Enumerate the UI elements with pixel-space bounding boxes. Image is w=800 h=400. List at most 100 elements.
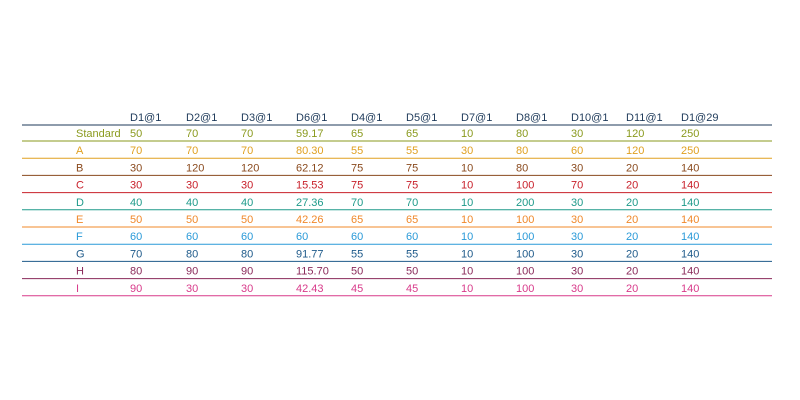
table-cell: 75 (406, 162, 418, 174)
table-cell: 140 (681, 197, 699, 209)
table-cell: 70 (130, 248, 142, 260)
table-cell: 75 (351, 162, 363, 174)
column-header: D4@1 (351, 112, 382, 124)
table-cell: 20 (626, 266, 638, 278)
table-cell: 200 (516, 197, 534, 209)
table-cell: 70 (186, 145, 198, 157)
table-cell: 250 (681, 128, 699, 140)
row-label: D (76, 197, 84, 209)
table-cell: 10 (461, 162, 473, 174)
table-cell: 30 (130, 162, 142, 174)
table-cell: 40 (130, 197, 142, 209)
table-cell: 140 (681, 266, 699, 278)
table-cell: 20 (626, 231, 638, 243)
table-cell: 60 (241, 231, 253, 243)
table-cell: 75 (406, 180, 418, 192)
table-cell: 30 (571, 214, 583, 226)
table-cell: 10 (461, 214, 473, 226)
table-cell: 140 (681, 180, 699, 192)
table-cell: 70 (351, 197, 363, 209)
table-cell: 70 (406, 197, 418, 209)
table-cell: 140 (681, 231, 699, 243)
table-cell: 30 (241, 283, 253, 295)
column-header: D3@1 (241, 112, 272, 124)
table-cell: 65 (406, 214, 418, 226)
table-cell: 50 (130, 214, 142, 226)
table-cell: 120 (186, 162, 204, 174)
table-cell: 70 (571, 180, 583, 192)
table-cell: 60 (296, 231, 308, 243)
table-cell: 80 (130, 266, 142, 278)
table-cell: 40 (241, 197, 253, 209)
table-cell: 30 (461, 145, 473, 157)
table-cell: 30 (186, 283, 198, 295)
table-cell: 30 (186, 180, 198, 192)
table-cell: 30 (571, 283, 583, 295)
column-header: D10@1 (571, 112, 608, 124)
row-label: A (76, 145, 84, 157)
table-cell: 50 (406, 266, 418, 278)
table-cell: 20 (626, 214, 638, 226)
table-cell: 10 (461, 283, 473, 295)
table-cell: 50 (351, 266, 363, 278)
table-cell: 60 (406, 231, 418, 243)
column-header: D2@1 (186, 112, 217, 124)
table-cell: 70 (241, 128, 253, 140)
table-cell: 60 (351, 231, 363, 243)
column-header: D5@1 (406, 112, 437, 124)
row-label: F (76, 231, 83, 243)
table-cell: 30 (241, 180, 253, 192)
table-cell: 80 (516, 128, 528, 140)
table-cell: 70 (186, 128, 198, 140)
table-cell: 140 (681, 283, 699, 295)
table-cell: 10 (461, 231, 473, 243)
table-cell: 80 (516, 162, 528, 174)
table-cell: 120 (626, 128, 644, 140)
table-cell: 100 (516, 180, 534, 192)
table-cell: 100 (516, 231, 534, 243)
column-header: D6@1 (296, 112, 327, 124)
table-cell: 10 (461, 248, 473, 260)
table-cell: 10 (461, 266, 473, 278)
table-cell: 120 (241, 162, 259, 174)
table-cell: 90 (130, 283, 142, 295)
table-cell: 30 (571, 266, 583, 278)
row-label: G (76, 248, 85, 260)
table-cell: 20 (626, 248, 638, 260)
table-cell: 80 (186, 248, 198, 260)
table-cell: 42.43 (296, 283, 324, 295)
table-cell: 42.26 (296, 214, 324, 226)
table-cell: 62.12 (296, 162, 324, 174)
table-cell: 40 (186, 197, 198, 209)
table-cell: 90 (186, 266, 198, 278)
table-cell: 140 (681, 248, 699, 260)
table-cell: 50 (186, 214, 198, 226)
row-label: I (76, 283, 79, 295)
table-cell: 60 (571, 145, 583, 157)
table-cell: 91.77 (296, 248, 324, 260)
table-cell: 140 (681, 162, 699, 174)
table-cell: 30 (571, 162, 583, 174)
column-header: D1@29 (681, 112, 718, 124)
table-cell: 55 (406, 248, 418, 260)
table-cell: 20 (626, 180, 638, 192)
table-cell: 45 (351, 283, 363, 295)
table-cell: 75 (351, 180, 363, 192)
row-label: Standard (76, 128, 121, 140)
table-cell: 30 (571, 231, 583, 243)
column-header: D8@1 (516, 112, 547, 124)
table-cell: 30 (571, 197, 583, 209)
table-cell: 65 (351, 128, 363, 140)
table-cell: 100 (516, 266, 534, 278)
table-cell: 10 (461, 180, 473, 192)
table-cell: 90 (241, 266, 253, 278)
table-cell: 80.30 (296, 145, 324, 157)
table-cell: 60 (186, 231, 198, 243)
row-label: C (76, 180, 84, 192)
row-label: H (76, 266, 84, 278)
table-cell: 20 (626, 197, 638, 209)
table-cell: 10 (461, 128, 473, 140)
table-cell: 50 (130, 128, 142, 140)
table-cell: 120 (626, 145, 644, 157)
